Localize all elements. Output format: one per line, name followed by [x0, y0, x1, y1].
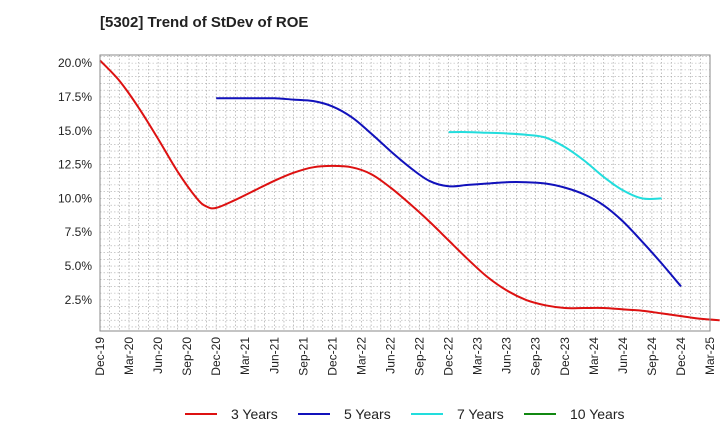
chart-legend: 3 Years 5 Years 7 Years 10 Years — [0, 402, 720, 426]
x-tick-label: Sep-23 — [529, 337, 543, 376]
y-tick-label: 10.0% — [58, 191, 92, 205]
x-tick-label: Dec-24 — [674, 337, 688, 376]
legend-label: 3 Years — [231, 406, 278, 422]
x-tick-label: Mar-24 — [587, 337, 601, 375]
legend-label: 5 Years — [344, 406, 391, 422]
x-tick-label: Dec-22 — [442, 337, 456, 376]
y-tick-label: 12.5% — [58, 158, 92, 172]
legend-label: 7 Years — [457, 406, 504, 422]
x-tick-label: Jun-21 — [267, 337, 281, 374]
x-tick-label: Sep-22 — [413, 337, 427, 376]
legend-item-7-years: 7 Years — [411, 402, 504, 426]
x-tick-label: Dec-21 — [325, 337, 339, 376]
x-tick-labels: Dec-19 Mar-20 Jun-20 Sep-20 Dec-20 Mar-21 Jun-… — [93, 337, 717, 376]
y-tick-label: 15.0% — [58, 124, 92, 138]
x-tick-label: Dec-20 — [209, 337, 223, 376]
x-tick-label: Mar-25 — [703, 337, 717, 375]
legend-swatch — [411, 413, 443, 415]
series-layer — [99, 59, 720, 322]
legend-item-5-years: 5 Years — [298, 402, 391, 426]
x-tick-label: Mar-23 — [471, 337, 485, 375]
y-tick-label: 7.5% — [65, 225, 93, 239]
chart-title: [5302] Trend of StDev of ROE — [100, 14, 309, 31]
y-tick-label: 20.0% — [58, 56, 92, 70]
series-line-7-years — [448, 131, 662, 201]
x-tick-label: Jun-22 — [383, 337, 397, 374]
legend-swatch — [298, 413, 330, 415]
grid-layer — [100, 55, 710, 331]
x-tick-label: Sep-20 — [180, 337, 194, 376]
series-line-3-years — [99, 59, 720, 322]
x-tick-label: Mar-22 — [354, 337, 368, 375]
legend-item-10-years: 10 Years — [524, 402, 625, 426]
x-tick-label: Jun-24 — [616, 337, 630, 374]
legend-item-3-years: 3 Years — [185, 402, 278, 426]
x-tick-label: Dec-23 — [558, 337, 572, 376]
x-tick-label: Sep-24 — [645, 337, 659, 376]
x-tick-label: Mar-21 — [238, 337, 252, 375]
x-tick-label: Dec-19 — [93, 337, 107, 376]
series-line-5-years — [216, 97, 682, 288]
y-tick-labels: 2.5% 5.0% 7.5% 10.0% 12.5% 15.0% 17.5% 20.0% — [58, 56, 92, 307]
x-tick-label: Jun-20 — [151, 337, 165, 374]
plot-frame — [99, 54, 711, 332]
y-tick-label: 5.0% — [65, 259, 93, 273]
y-tick-label: 17.5% — [58, 90, 92, 104]
x-tick-label: Jun-23 — [500, 337, 514, 374]
y-tick-label: 2.5% — [65, 293, 93, 307]
legend-swatch — [185, 413, 217, 415]
legend-label: 10 Years — [570, 406, 625, 422]
x-tick-label: Sep-21 — [296, 337, 310, 376]
legend-swatch — [524, 413, 556, 415]
x-tick-label: Mar-20 — [122, 337, 136, 375]
